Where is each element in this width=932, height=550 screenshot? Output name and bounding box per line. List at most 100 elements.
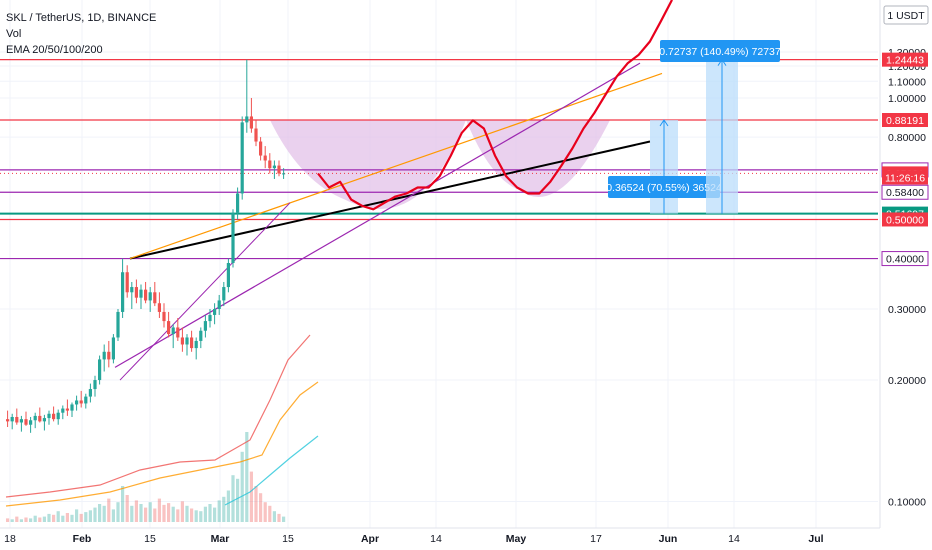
volume-bar	[282, 516, 286, 522]
candle-body	[162, 311, 166, 322]
price-tag-label: 0.40000	[886, 254, 924, 266]
candle-body	[29, 420, 33, 425]
candle-body	[38, 415, 42, 422]
volume-bar	[180, 501, 184, 522]
volume-bar	[6, 518, 10, 522]
candle-body	[75, 400, 79, 405]
ema-lines	[5, 334, 319, 507]
price-tag-label: 0.50000	[886, 214, 924, 226]
volume-bar	[88, 510, 92, 522]
candle-body	[19, 419, 23, 423]
candle-body	[134, 287, 138, 298]
x-tick-label: 18	[4, 533, 16, 545]
volume-bar	[240, 451, 244, 522]
x-tick-label: Jul	[808, 533, 823, 545]
volume-bar	[272, 511, 276, 522]
candle-body	[217, 300, 221, 309]
candle-body	[222, 287, 226, 301]
projected-path	[317, 0, 673, 211]
candle-body	[111, 337, 115, 360]
candle-body	[47, 413, 51, 419]
target-label-text: 0.72737 (140.49%) 72737	[659, 46, 781, 58]
ema-legend[interactable]: EMA 20/50/100/200	[6, 44, 103, 56]
candle-body	[249, 116, 253, 129]
volume-bar	[213, 507, 217, 522]
volume-bar	[134, 500, 138, 522]
candle-body	[277, 165, 281, 174]
candle-body	[171, 327, 175, 335]
price-tag-box	[882, 212, 928, 227]
price-tag-box	[882, 52, 928, 67]
candle-body	[226, 263, 230, 288]
candle-body	[185, 337, 189, 345]
volume-bar	[65, 513, 69, 522]
candle-body	[213, 308, 217, 315]
volume-legend[interactable]: Vol	[6, 28, 22, 40]
x-tick-label: Feb	[73, 533, 92, 545]
x-tick-label: 17	[590, 533, 602, 545]
volume-bar	[10, 519, 14, 522]
candle-body	[84, 396, 88, 404]
volume-bar	[199, 511, 203, 522]
candle-body	[79, 400, 83, 404]
candle-body	[272, 165, 276, 169]
time-axis[interactable]: 18 Feb 15 Mar 15 Apr 14 May 17 Jun 14 Jul	[0, 527, 880, 545]
y-tick-label: 1.00000	[888, 93, 926, 105]
currency-box	[883, 5, 929, 25]
volume-bar	[116, 502, 120, 522]
candle-body	[268, 160, 272, 169]
volume-bar	[93, 507, 97, 522]
candle-body	[144, 289, 148, 301]
price-tag-box	[881, 251, 929, 267]
candle-body	[61, 408, 65, 413]
volume-bar	[15, 516, 19, 522]
candle-body	[70, 404, 74, 411]
volume-bar	[185, 505, 189, 522]
volume-bar	[19, 519, 23, 522]
candle-body	[194, 340, 198, 349]
ema-50-line	[5, 381, 319, 507]
candle-body	[42, 418, 46, 422]
candle-body	[282, 173, 286, 175]
x-tick-label: May	[506, 533, 527, 545]
volume-bar	[190, 508, 194, 522]
candle-body	[236, 193, 240, 213]
candle-body	[121, 272, 125, 312]
volume-bar	[98, 504, 102, 522]
price-axis[interactable]: 1 USDT 0.10000 0.20000 0.30000 0.40000 0.8000…	[879, 0, 929, 528]
projected-price-path	[317, 0, 673, 211]
y-tick-label: 0.20000	[888, 375, 926, 387]
candle-body	[98, 359, 102, 381]
volume-bar	[107, 498, 111, 522]
volume-bar	[157, 498, 161, 522]
volume-bar	[70, 514, 74, 522]
price-tag-label: 0.88191	[886, 115, 924, 127]
volume-bar	[144, 507, 148, 522]
volume-bar	[47, 513, 51, 522]
candle-body	[93, 380, 97, 390]
target-label-box	[660, 40, 780, 62]
y-tick-label: 0.80000	[888, 132, 926, 144]
volume-bar	[171, 506, 175, 522]
x-tick-label: Mar	[211, 533, 230, 545]
orange-trendline	[129, 72, 663, 260]
candle-body	[102, 351, 106, 360]
volume-bar	[29, 518, 33, 522]
volume-bar	[153, 508, 157, 522]
candlesticks	[6, 59, 286, 433]
candle-body	[167, 321, 171, 335]
volume-bar	[226, 490, 230, 522]
price-tag-box	[882, 113, 928, 128]
candle-body	[24, 419, 28, 425]
volume-bar	[52, 514, 56, 522]
volume-bar	[194, 510, 198, 522]
candle-body	[245, 116, 249, 123]
candle-body	[263, 155, 267, 161]
volume-bar	[148, 502, 152, 522]
symbol-title[interactable]: SKL / TetherUS, 1D, BINANCE	[6, 12, 157, 24]
candle-body	[130, 287, 134, 293]
candle-body	[208, 314, 212, 322]
candle-body	[240, 122, 244, 194]
